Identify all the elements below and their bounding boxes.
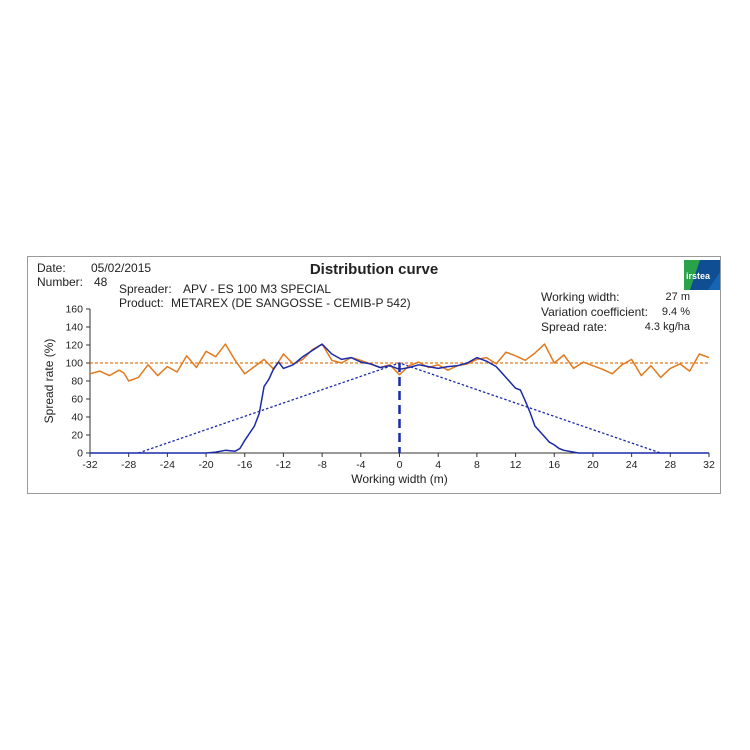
irstea-logo-icon: irstea <box>684 260 720 290</box>
x-tick-label: -4 <box>356 459 365 471</box>
x-tick-label: -8 <box>317 459 326 471</box>
y-tick-label: 80 <box>71 376 83 388</box>
x-tick-label: -28 <box>121 459 136 471</box>
y-axis-label: Spread rate (%) <box>42 339 56 424</box>
x-tick-label: 20 <box>587 459 599 471</box>
product-value: METAREX (DE SANGOSSE - CEMIB-P 542) <box>171 296 411 310</box>
x-tick-label: 32 <box>703 459 715 471</box>
y-tick-label: 160 <box>65 304 83 316</box>
single-pass-distribution-line <box>90 343 709 454</box>
x-tick-label: -12 <box>276 459 291 471</box>
y-tick-label: 120 <box>65 340 83 352</box>
x-tick-label: 28 <box>664 459 676 471</box>
spread-rate-value: 4.3 kg/ha <box>644 321 690 333</box>
y-tick-label: 100 <box>65 358 83 370</box>
working-width-value: 27 m <box>665 291 690 303</box>
spread-rate-label: Spread rate: <box>541 320 608 334</box>
x-tick-label: 8 <box>474 459 480 471</box>
x-tick-label: 0 <box>397 459 403 471</box>
x-axis-label: Working width (m) <box>351 472 447 486</box>
report-panel: Date: 05/02/2015 Number: 48 Distribution… <box>27 256 721 494</box>
date-value: 05/02/2015 <box>91 261 152 275</box>
x-tick-label: 12 <box>510 459 522 471</box>
spreader-value: APV - ES 100 M3 SPECIAL <box>183 282 332 296</box>
x-tick-label: 16 <box>548 459 560 471</box>
date-label: Date: <box>37 261 66 275</box>
y-tick-label: 140 <box>65 322 83 334</box>
variation-coefficient-value: 9.4 % <box>661 306 690 318</box>
chart-title: Distribution curve <box>309 261 439 278</box>
logo-text: irstea <box>686 271 711 281</box>
number-value: 48 <box>94 275 108 289</box>
y-tick-label: 60 <box>71 394 83 406</box>
overlap-distribution-line <box>89 343 710 382</box>
spreader-label: Spreader: <box>119 282 172 296</box>
y-tick-label: 0 <box>77 448 83 460</box>
variation-coefficient-label: Variation coefficient: <box>541 305 648 319</box>
working-width-label: Working width: <box>541 290 620 304</box>
y-tick-label: 20 <box>71 430 83 442</box>
product-label: Product: <box>119 296 164 310</box>
x-tick-label: -16 <box>237 459 252 471</box>
x-tick-label: 4 <box>435 459 441 471</box>
x-tick-label: -32 <box>82 459 97 471</box>
x-tick-label: -24 <box>160 459 175 471</box>
y-tick-label: 40 <box>71 412 83 424</box>
number-label: Number: <box>37 275 84 289</box>
x-tick-label: -20 <box>198 459 213 471</box>
x-tick-label: 24 <box>626 459 638 471</box>
